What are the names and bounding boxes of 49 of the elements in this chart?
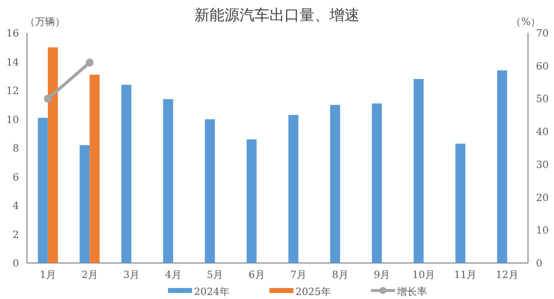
x-tick-label: 8月 (332, 270, 348, 281)
y2-axis-title: （%） (511, 17, 541, 28)
y-tick-label: 6 (12, 172, 19, 184)
y2-tick-label: 30 (536, 160, 549, 171)
bar (90, 74, 100, 263)
legend-label: 增长率 (396, 286, 427, 298)
bar (48, 47, 58, 263)
y2-tick-label: 60 (536, 61, 549, 72)
y-tick-label: 10 (6, 114, 19, 126)
bar (121, 84, 132, 263)
legend-label: 2025年 (295, 286, 331, 298)
y-tick-label: 0 (12, 258, 19, 270)
bar (455, 144, 466, 263)
bar (80, 145, 90, 263)
y-tick-label: 12 (6, 86, 19, 97)
y2-tick-label: 50 (536, 94, 549, 106)
y-tick-label: 14 (6, 57, 19, 68)
x-tick-label: 7月 (290, 270, 307, 281)
y-tick-label: 2 (12, 230, 19, 241)
x-tick-label: 6月 (248, 270, 265, 281)
y-tick-label: 4 (12, 201, 19, 212)
bar (204, 119, 215, 263)
x-tick-label: 5月 (206, 270, 224, 281)
x-tick-label: 12月 (496, 270, 518, 281)
y-tick-label: 16 (6, 28, 19, 40)
x-tick-label: 1月 (40, 270, 56, 281)
y2-tick-label: 70 (536, 28, 549, 40)
bar (163, 99, 174, 263)
y2-tick-label: 40 (536, 127, 549, 138)
x-tick-label: 4月 (164, 270, 182, 281)
x-tick-label: 3月 (123, 270, 140, 281)
y2-tick-label: 0 (536, 258, 542, 270)
x-tick-label: 11月 (454, 270, 477, 281)
bar (497, 70, 508, 263)
y-tick-label: 8 (12, 144, 19, 154)
y-axis-title: （万辆） (25, 16, 65, 28)
bar (372, 103, 382, 263)
bar (330, 104, 340, 263)
x-tick-label: 9月 (374, 270, 390, 281)
x-tick-label: 10月 (412, 270, 435, 281)
bar (288, 114, 298, 263)
x-tick-label: 2月 (81, 270, 98, 281)
chart-title: 新能源汽车出口量、增速 (194, 6, 360, 24)
legend-label: 2024年 (194, 286, 230, 298)
bar (38, 118, 48, 263)
bar (414, 79, 424, 263)
y2-tick-label: 20 (536, 192, 549, 204)
y2-tick-label: 10 (536, 226, 549, 237)
bar (246, 139, 257, 263)
